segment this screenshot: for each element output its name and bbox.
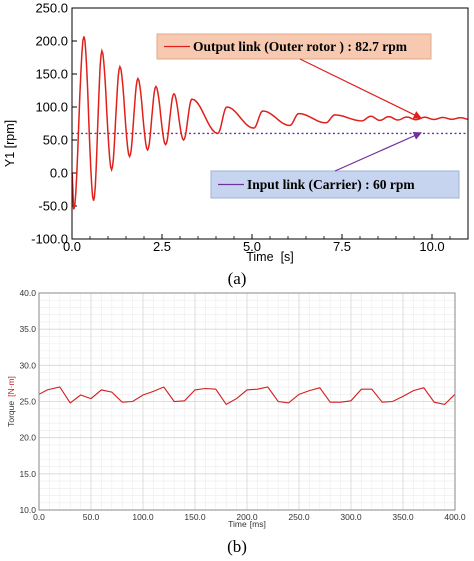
chart-b-x-tick-label: 400.0 — [444, 512, 466, 522]
chart-b-x-axis-title: Time — [228, 519, 247, 529]
chart-a-x-axis-title: Time — [246, 250, 273, 264]
chart-a: -100.0 -50.0 0.0 50.0 100.0 150.0 200.0 250.0 0… — [3, 1, 469, 288]
chart-a-x-tick-label: 0.0 — [63, 239, 81, 254]
chart-b-y-tick-label: 40.0 — [19, 288, 36, 298]
chart-b-y-ticks: 10.0 15.0 20.0 25.0 30.0 35.0 40.0 — [19, 288, 36, 515]
chart-b-x-axis-unit: [ms] — [250, 519, 266, 529]
caption-a: (a) — [228, 269, 247, 288]
chart-b-y-tick-label: 20.0 — [19, 433, 36, 443]
chart-a-x-tick-label: 10.0 — [419, 239, 444, 254]
chart-b-x-tick-label: 0.0 — [33, 512, 45, 522]
chart-a-y-axis-label: Y1 [rpm] — [3, 120, 17, 167]
chart-a-x-tick-label: 2.5 — [153, 239, 171, 254]
chart-b-y-tick-label: 15.0 — [19, 469, 36, 479]
chart-b-x-axis-label: Time [ms] — [228, 519, 266, 529]
input-link-arrow — [334, 131, 422, 172]
chart-a-x-tick-label: 5.0 — [243, 239, 261, 254]
chart-b-x-tick-label: 200.0 — [236, 512, 258, 522]
caption-b: (b) — [227, 537, 247, 556]
legend-input-label: Input link (Carrier) : 60 rpm — [247, 177, 415, 192]
chart-b-x-tick-label: 50.0 — [83, 512, 100, 522]
chart-a-y-tick-label: 50.0 — [43, 133, 68, 148]
chart-b-y-axis-title: Torque — [6, 401, 16, 427]
output-link-series — [71, 36, 468, 210]
chart-b-x-tick-label: 250.0 — [288, 512, 310, 522]
chart-b-y-tick-label: 35.0 — [19, 324, 36, 334]
chart-a-x-axis-label: Time [s] — [246, 250, 294, 264]
chart-a-y-tick-label: -50.0 — [38, 199, 68, 214]
legend-output-label: Output link (Outer rotor ) : 82.7 rpm — [193, 39, 408, 54]
chart-b-y-tick-label: 30.0 — [19, 360, 36, 370]
chart-a-x-ticks: 0.0 2.5 5.0 7.5 10.0 — [63, 234, 451, 254]
chart-a-y-ticks: -100.0 -50.0 0.0 50.0 100.0 150.0 200.0 250.0 — [31, 1, 77, 247]
chart-a-frame — [71, 7, 469, 240]
chart-b-x-tick-label: 300.0 — [340, 512, 362, 522]
chart-a-y-tick-label: 200.0 — [35, 34, 68, 49]
chart-b-x-ticks: 0.0 50.0 100.0 150.0 200.0 250.0 300.0 350.0 400… — [33, 512, 466, 522]
chart-b-x-tick-label: 350.0 — [392, 512, 414, 522]
legend-output-box — [156, 33, 432, 60]
output-link-arrow — [299, 58, 422, 119]
chart-a-y-tick-label: 0.0 — [50, 166, 68, 181]
legend-input-link: Input link (Carrier) : 60 rpm — [210, 170, 460, 199]
chart-a-y-tick-label: -100.0 — [31, 232, 68, 247]
chart-b-x-tick-label: 150.0 — [184, 512, 206, 522]
chart-b-y-tick-label: 10.0 — [19, 505, 36, 515]
chart-a-y-tick-label: 250.0 — [35, 1, 68, 16]
chart-b-y-axis-unit: [N·m] — [6, 376, 16, 397]
chart-b-x-tick-label: 100.0 — [132, 512, 154, 522]
chart-a-x-tick-label: 7.5 — [333, 239, 351, 254]
chart-a-x-axis-unit: [s] — [281, 250, 294, 264]
chart-a-y-tick-label: 100.0 — [35, 100, 68, 115]
chart-b-frame — [38, 292, 456, 511]
legend-output-link: Output link (Outer rotor ) : 82.7 rpm — [156, 33, 432, 60]
chart-b-y-axis-label: Torque [N·m] — [6, 376, 16, 427]
chart-b-y-tick-label: 25.0 — [19, 397, 36, 407]
chart-b: 10.0 15.0 20.0 25.0 30.0 35.0 40.0 0.0 50.0 100.… — [6, 288, 466, 556]
chart-a-y-tick-label: 150.0 — [35, 67, 68, 82]
torque-series — [38, 386, 456, 406]
